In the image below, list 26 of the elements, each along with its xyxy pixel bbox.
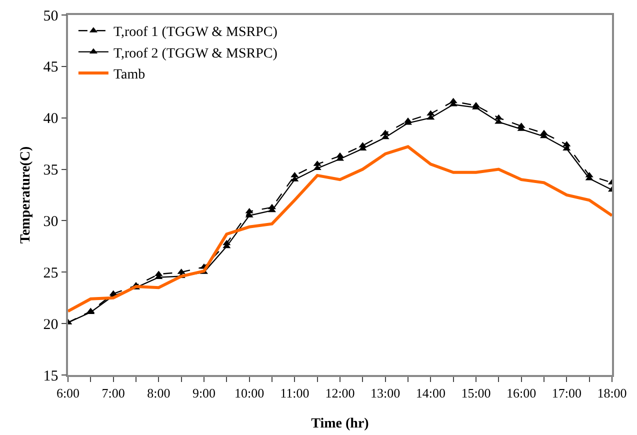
x-tick-label: 16:00 xyxy=(506,385,536,400)
x-tick-label: 11:00 xyxy=(280,385,310,400)
y-tick-label: 50 xyxy=(43,8,58,24)
x-tick-label: 17:00 xyxy=(552,385,582,400)
y-tick-label: 35 xyxy=(43,162,58,179)
x-tick-label: 8:00 xyxy=(147,385,170,400)
x-tick-label: 15:00 xyxy=(461,385,491,400)
y-tick-label: 45 xyxy=(43,60,58,76)
legend-label: T,roof 1 (TGGW & MSRPC) xyxy=(113,25,278,40)
x-tick-label: 7:00 xyxy=(102,385,125,400)
x-tick-label: 12:00 xyxy=(325,385,355,400)
y-tick-label: 40 xyxy=(43,111,58,128)
x-tick-label: 6:00 xyxy=(56,385,80,400)
y-tick-label: 20 xyxy=(43,316,58,333)
x-axis-title: Time (hr) xyxy=(311,416,370,432)
y-tick-label: 25 xyxy=(43,265,58,282)
x-tick-label: 18:00 xyxy=(597,385,627,400)
x-tick-label: 13:00 xyxy=(370,385,400,400)
y-axis-title: Temperature(C) xyxy=(18,146,34,244)
y-tick-label: 15 xyxy=(43,368,58,384)
y-tick-label: 30 xyxy=(43,214,58,230)
x-tick-label: 14:00 xyxy=(416,385,446,400)
x-tick-label: 9:00 xyxy=(192,385,216,400)
legend-label: T,roof 2 (TGGW & MSRPC) xyxy=(113,46,278,62)
x-tick-label: 10:00 xyxy=(234,385,264,400)
legend-label: Tamb xyxy=(113,67,146,82)
